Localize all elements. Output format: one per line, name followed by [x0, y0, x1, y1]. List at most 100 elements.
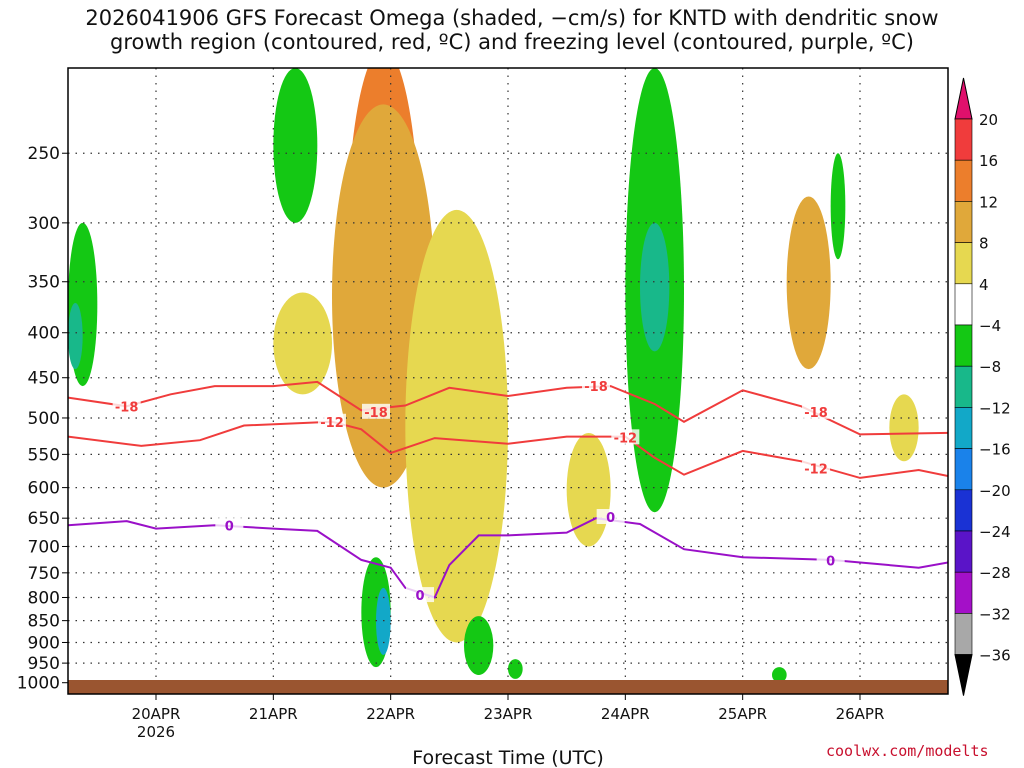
axes: 2503003504004505005506006507007508008509… [17, 67, 949, 741]
y-tick-label-900: 900 [28, 633, 60, 653]
contour-label-bg--12-0 [318, 413, 346, 429]
y-tick-label-450: 450 [28, 369, 60, 389]
contour-label-0-1: 0 [415, 589, 424, 604]
omega-cell-6 [405, 209, 508, 643]
plot-area: -18 -18 -18 -18 -12 -12 -12 0 0 0 0 [68, 68, 948, 694]
omega-cell-15 [68, 302, 83, 370]
contour-label--12-1: -12 [614, 431, 638, 446]
credit-text: coolwx.com/modelts [826, 742, 989, 760]
contour-label--18-3: -18 [804, 406, 828, 421]
y-tick-label-400: 400 [28, 324, 60, 344]
contour-label-bg--12-2 [802, 460, 830, 476]
contour-label-bg--18-1 [362, 403, 390, 419]
contour-label-bg-0-1 [406, 587, 434, 603]
contour-label-bg--18-2 [582, 378, 610, 394]
y-tick-label-300: 300 [28, 214, 60, 234]
colorbar-label-8: −16 [979, 441, 1011, 459]
chart-title: 2026041906 GFS Forecast Omega (shaded, −… [0, 6, 1024, 54]
omega-cell-13 [376, 587, 391, 655]
y-tick-label-750: 750 [28, 564, 60, 584]
colorbar-label-13: −36 [979, 647, 1011, 665]
colorbar-label-2: 12 [979, 193, 998, 211]
colorbar-bottom-arrow [954, 654, 973, 696]
colorbar-label-7: −12 [979, 399, 1011, 417]
chart-title-line1: 2026041906 GFS Forecast Omega (shaded, −… [85, 6, 939, 30]
colorbar-bin-3 [954, 201, 973, 243]
colorbar-label-11: −28 [979, 564, 1011, 582]
colorbar-label-5: −4 [979, 317, 1001, 335]
contour-label--18-0: -18 [115, 400, 139, 415]
contour-label-bg-0-3 [816, 552, 845, 568]
omega-cell-20 [507, 659, 523, 679]
omega-cell-19 [464, 616, 494, 675]
colorbar-label-12: −32 [979, 605, 1011, 623]
contour-label--12-2: -12 [804, 463, 828, 478]
colorbar-label-6: −8 [979, 358, 1001, 376]
y-tick-label-950: 950 [28, 654, 60, 674]
y-tick-label-500: 500 [28, 409, 60, 429]
contour-label-bg-0-0 [215, 517, 244, 533]
y-tick-label-550: 550 [28, 445, 60, 465]
colorbar-label-0: 20 [979, 111, 998, 129]
colorbar-label-4: 4 [979, 276, 989, 294]
contour-label-0-3: 0 [826, 554, 835, 569]
contour-label-0-2: 0 [606, 511, 615, 526]
contour--18 [68, 380, 948, 436]
colorbar-bin-13 [954, 613, 973, 655]
plot-frame [67, 67, 949, 695]
x-tick-label-23APR: 23APR [484, 705, 533, 723]
x-tick-label-20APR: 20APR [132, 705, 181, 723]
contour-label-0-0: 0 [225, 520, 234, 535]
colorbar-bin-1 [954, 118, 973, 161]
x-tick-label-24APR: 24APR [601, 705, 650, 723]
x-tick-label-22APR: 22APR [366, 705, 415, 723]
omega-cell-18 [273, 68, 318, 223]
colorbar-label-9: −20 [979, 482, 1011, 500]
omega-cell-8 [786, 196, 831, 370]
contour-label--18-1: -18 [364, 406, 388, 421]
x-tick-sublabel: 2026 [137, 723, 175, 741]
contour-label-bg-0-2 [596, 508, 625, 524]
omega-cell-21 [830, 153, 846, 260]
colorbar-bin-10 [954, 489, 973, 532]
colorbar-bin-9 [954, 448, 973, 491]
contour-label--12-0: -12 [320, 416, 344, 431]
x-tick-label-21APR: 21APR [249, 705, 298, 723]
y-tick-label-1000: 1000 [17, 674, 60, 694]
y-tick-label-600: 600 [28, 479, 60, 499]
colorbar-label-10: −24 [979, 523, 1011, 541]
colorbar-top-arrow [954, 77, 973, 120]
ground-strip [68, 680, 948, 694]
y-tick-label-250: 250 [28, 144, 60, 164]
colorbar-bin-12 [954, 571, 973, 614]
x-axis-label: Forecast Time (UTC) [412, 747, 603, 768]
x-tick-label-26APR: 26APR [836, 705, 885, 723]
contour-label-bg--18-0 [112, 398, 141, 414]
colorbar-bin-7 [954, 365, 973, 408]
contour-label-bg--12-1 [611, 429, 640, 445]
colorbar-bin-6 [954, 324, 973, 367]
omega-cell-11 [889, 394, 919, 462]
colorbar-bin-4 [954, 242, 973, 285]
x-tick-label-25APR: 25APR [718, 705, 767, 723]
colorbar-bin-5 [954, 283, 973, 326]
colorbar-bin-8 [954, 407, 973, 449]
colorbar-label-3: 8 [979, 235, 989, 253]
colorbar-label-1: 16 [979, 152, 998, 170]
colorbar-bin-11 [954, 530, 973, 573]
plot-clip: -18 -18 -18 -18 -12 -12 -12 0 0 0 0 [68, 68, 948, 694]
contour-label-bg--18-3 [802, 403, 830, 419]
colorbar: 20 16 12 8 4 −4 −8 −12 −16 −20 −24 −28 −32 −36 [954, 77, 1011, 696]
y-tick-label-800: 800 [28, 588, 60, 608]
y-tick-label-350: 350 [28, 273, 60, 293]
omega-cell-17 [640, 222, 670, 352]
y-tick-label-650: 650 [28, 509, 60, 529]
omega-cell-22 [772, 667, 787, 683]
colorbar-bin-2 [954, 159, 973, 202]
y-tick-label-850: 850 [28, 612, 60, 632]
contour-label--18-2: -18 [584, 380, 608, 395]
chart-title-line2: growth region (contoured, red, ºC) and f… [110, 30, 914, 54]
omega-cell-9 [273, 292, 332, 395]
y-tick-label-700: 700 [28, 537, 60, 557]
